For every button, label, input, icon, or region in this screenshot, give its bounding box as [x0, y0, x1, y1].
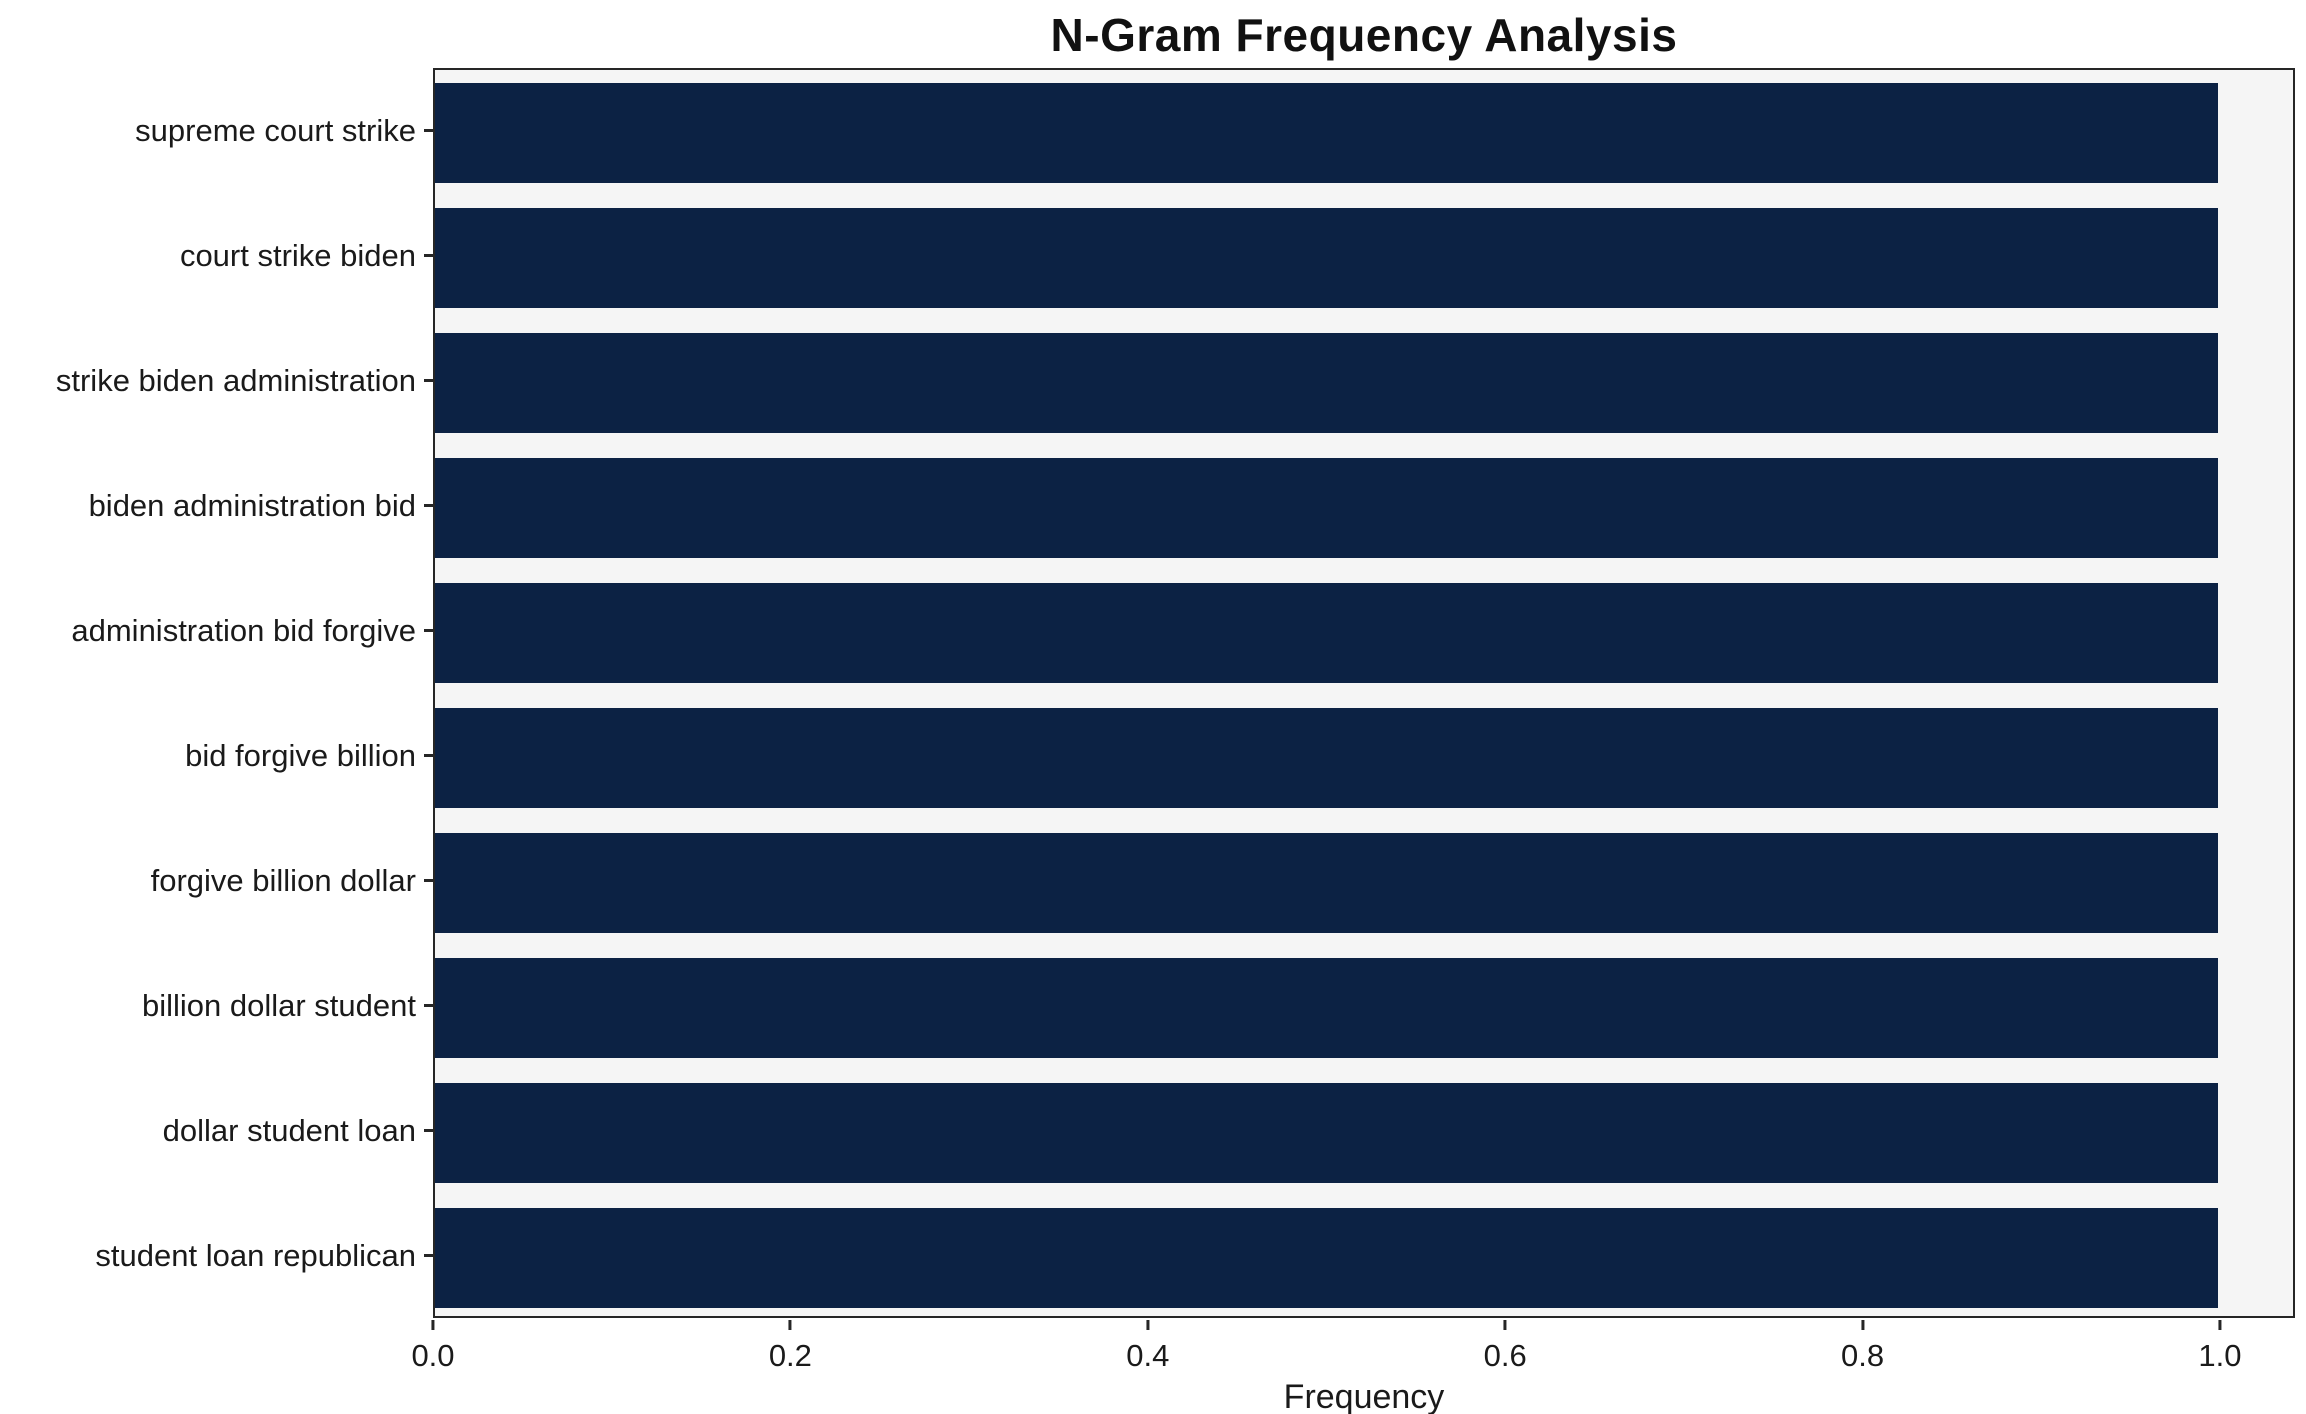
y-tick-row: supreme court strike [0, 68, 433, 193]
x-tick-mark [2218, 1320, 2222, 1330]
bar-row [435, 70, 2293, 195]
y-tick-row: bid forgive billion [0, 693, 433, 818]
y-tick-label: forgive billion dollar [150, 862, 416, 898]
y-tick-row: billion dollar student [0, 943, 433, 1068]
x-tick-label: 1.0 [2198, 1338, 2242, 1373]
x-tick-label: 0.4 [1126, 1338, 1170, 1373]
x-tick: 0.4 [1126, 1320, 1169, 1374]
bar [435, 82, 2219, 183]
y-tick-mark [424, 254, 433, 257]
x-tick: 0.2 [769, 1320, 812, 1374]
y-tick-mark [424, 379, 433, 382]
x-tick-mark [788, 1320, 792, 1330]
y-tick-label: bid forgive billion [185, 737, 416, 773]
y-tick-row: dollar student loan [0, 1068, 433, 1193]
bar-row [435, 1195, 2293, 1320]
bar-row [435, 320, 2293, 445]
x-tick: 0.6 [1484, 1320, 1527, 1374]
bar [435, 957, 2219, 1058]
y-tick-label: court strike biden [179, 237, 416, 273]
x-tick-label: 0.8 [1840, 1338, 1885, 1373]
y-tick-row: strike biden administration [0, 318, 433, 443]
x-tick-label: 0.0 [411, 1338, 455, 1373]
y-tick-row: biden administration bid [0, 443, 433, 568]
y-tick-label: dollar student loan [162, 1112, 416, 1148]
x-tick: 1.0 [2198, 1320, 2241, 1374]
x-axis: 0.0 0.2 0.4 0.6 0.8 1.0 [411, 1320, 2295, 1390]
bar [435, 1082, 2219, 1183]
y-tick-mark [424, 629, 433, 632]
plot-area [433, 68, 2295, 1318]
x-tick-label: 0.6 [1483, 1338, 1527, 1373]
bar [435, 582, 2219, 683]
x-tick-mark [1503, 1320, 1507, 1330]
y-tick-label: strike biden administration [55, 362, 416, 398]
y-tick-mark [424, 504, 433, 507]
y-tick-mark [424, 129, 433, 132]
bar-row [435, 570, 2293, 695]
x-axis-label: Frequency [1283, 1378, 1445, 1414]
x-tick-mark [1146, 1320, 1150, 1330]
bar-row [435, 695, 2293, 820]
bar [435, 332, 2219, 433]
chart-title: N-Gram Frequency Analysis [1050, 9, 1678, 61]
bar [435, 832, 2219, 933]
y-tick-mark [424, 1254, 433, 1257]
y-tick-label: supreme court strike [135, 112, 416, 148]
y-tick-label: biden administration bid [88, 487, 416, 523]
y-axis-labels: supreme court strike court strike biden st… [0, 68, 433, 1318]
y-tick-row: student loan republican [0, 1193, 433, 1318]
x-tick: 0.0 [411, 1320, 455, 1374]
bar-row [435, 945, 2293, 1070]
y-tick-label: administration bid forgive [71, 612, 416, 648]
bar-row [435, 195, 2293, 320]
y-tick-row: forgive billion dollar [0, 818, 433, 943]
y-tick-row: administration bid forgive [0, 568, 433, 693]
y-tick-mark [424, 1004, 433, 1007]
bar-row [435, 1070, 2293, 1195]
y-tick-label: billion dollar student [141, 987, 416, 1023]
bar [435, 707, 2219, 808]
y-tick-row: court strike biden [0, 193, 433, 318]
x-tick-label: 0.2 [768, 1338, 812, 1373]
bar [435, 1207, 2219, 1308]
bar-row [435, 820, 2293, 945]
y-tick-mark [424, 1129, 433, 1132]
y-tick-mark [424, 879, 433, 882]
y-tick-mark [424, 754, 433, 757]
bar [435, 207, 2219, 308]
x-tick-mark [431, 1320, 435, 1330]
y-tick-label: student loan republican [95, 1237, 416, 1273]
x-tick: 0.8 [1841, 1320, 1884, 1374]
bar [435, 457, 2219, 558]
bar-row [435, 445, 2293, 570]
x-tick-mark [1861, 1320, 1865, 1330]
